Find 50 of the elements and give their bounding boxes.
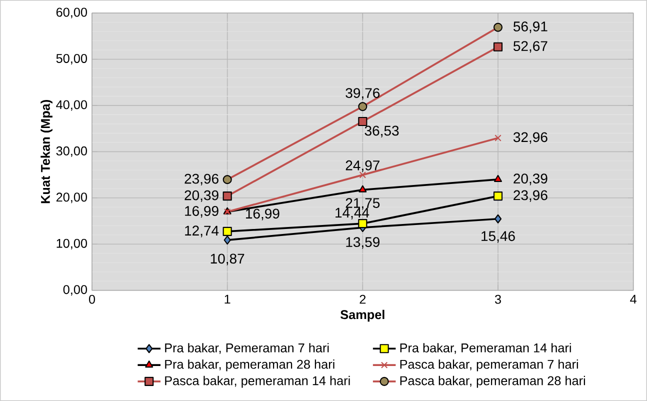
point xyxy=(222,226,232,236)
point xyxy=(494,134,502,142)
y-tick-label: 0,00 xyxy=(63,285,88,296)
data-label: 21,75 xyxy=(346,198,380,210)
y-tick-label: 10,00 xyxy=(56,238,88,250)
point xyxy=(358,219,368,228)
point xyxy=(494,214,502,224)
legend-label: Pra bakar, pemeraman 28 hari xyxy=(165,359,334,372)
x-tick-label: 3 xyxy=(494,294,501,304)
point xyxy=(222,192,232,201)
annotation: 20,39 xyxy=(514,174,548,186)
data-label: 56,91 xyxy=(514,22,548,34)
x-tick-label: 4 xyxy=(630,294,636,304)
y-tick-label: 20,00 xyxy=(56,192,88,204)
data-label: 24,97 xyxy=(346,160,380,172)
data-label: 16,99 xyxy=(185,206,218,218)
data-label: 12,74 xyxy=(185,226,219,238)
point xyxy=(358,185,367,192)
data-label: 14,44 xyxy=(336,208,370,220)
y-tick-label: 30,00 xyxy=(56,146,88,157)
data-label: 15,46 xyxy=(482,231,515,243)
data-label: 36,53 xyxy=(364,126,399,138)
data-label: 52,67 xyxy=(514,41,548,53)
point xyxy=(224,236,231,245)
data-label: 20,39 xyxy=(184,190,218,202)
legend-label: Pra bakar, Pemeraman 14 hari xyxy=(400,343,571,354)
point xyxy=(493,192,503,201)
data-label: 23,96 xyxy=(184,174,218,186)
legend-label: Pasca bakar, pemeraman 7 hari xyxy=(400,359,578,372)
data-label: 10,87 xyxy=(210,254,244,266)
legend-label: Pasca bakar, pemeraman 14 hari xyxy=(165,376,350,388)
x-axis-title: Sampel xyxy=(340,310,384,322)
data-label: 13,59 xyxy=(346,237,380,249)
data-label: 32,96 xyxy=(513,132,548,144)
data-label: 16,99 xyxy=(246,208,280,220)
y-tick-label: 60,00 xyxy=(56,8,88,18)
y-tick-label: 50,00 xyxy=(56,54,88,64)
point xyxy=(359,172,366,178)
legend-label: Pra bakar, Pemeraman 7 hari xyxy=(165,343,329,354)
y-tick-label: 40,00 xyxy=(56,100,88,111)
annotation: 23,96 xyxy=(514,190,548,202)
x-tick-label: 2 xyxy=(360,294,366,304)
x-tick-label: 0 xyxy=(88,294,96,304)
point xyxy=(493,42,503,52)
data-label: 39,76 xyxy=(346,88,380,100)
y-axis-title: Kuat Tekan (Mpa) xyxy=(40,100,52,204)
x-tick-label: 1 xyxy=(224,294,230,304)
legend-label: Pasca bakar, pemeraman 28 hari xyxy=(400,376,585,388)
point xyxy=(358,116,368,126)
point xyxy=(494,174,502,182)
